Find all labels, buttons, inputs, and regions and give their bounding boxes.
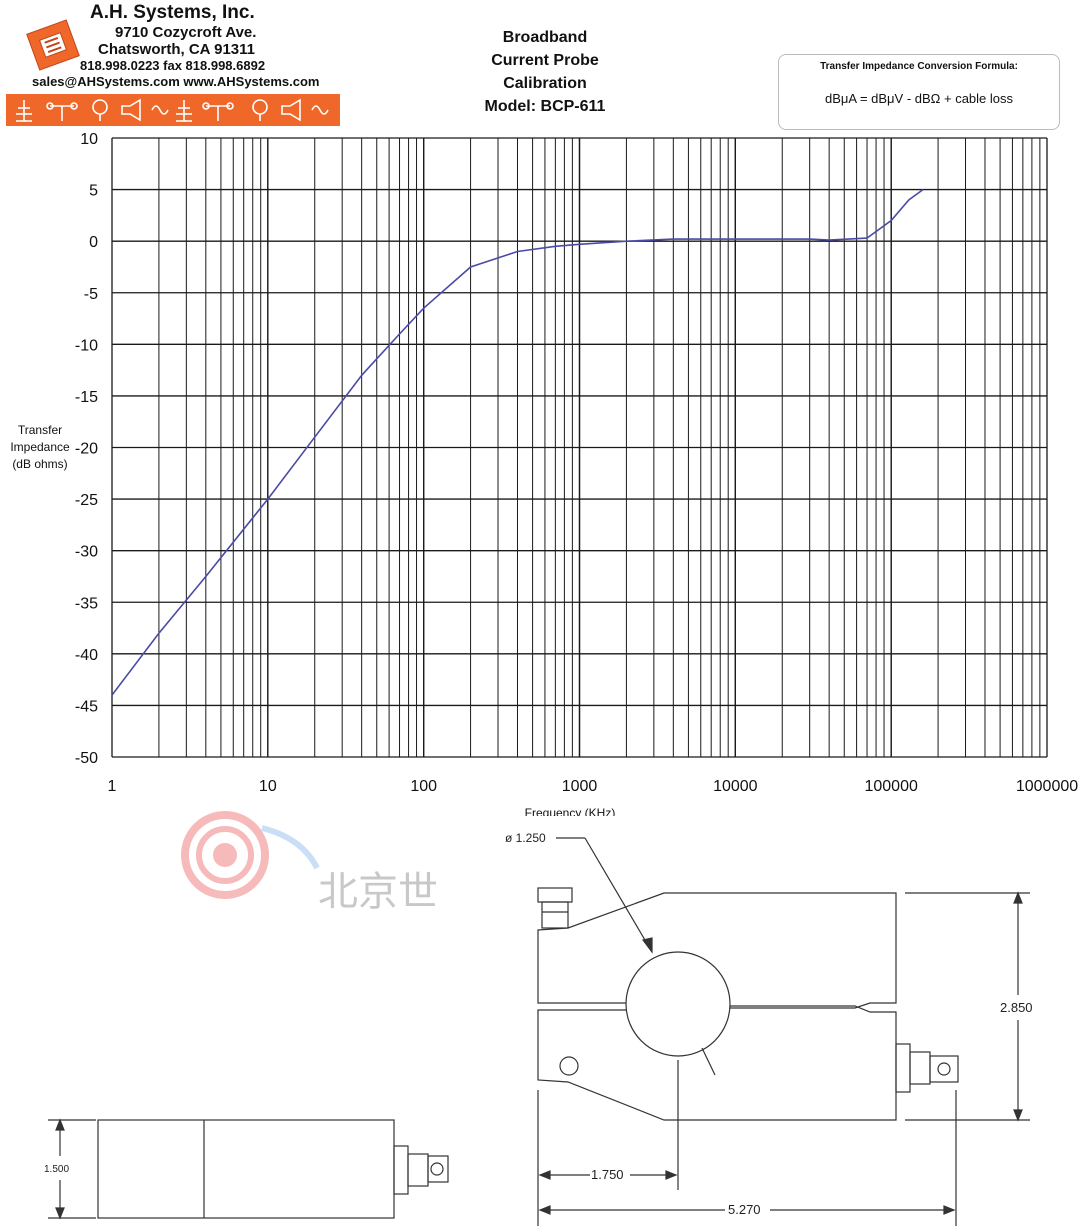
loop-antenna-icon	[92, 99, 108, 121]
series-line	[111, 188, 924, 696]
width-short-dim: 1.750	[591, 1167, 624, 1182]
probe-side-view	[97, 1119, 449, 1219]
company-name: A.H. Systems, Inc.	[90, 2, 255, 23]
arrowhead	[641, 937, 653, 954]
y-tick-label: -20	[75, 441, 98, 458]
loop-antenna-icon	[252, 99, 268, 121]
y-tick-label: -25	[75, 492, 98, 509]
probe-icon	[151, 105, 169, 115]
company-city: Chatsworth, CA 91311	[98, 41, 255, 58]
y-tick-label: -50	[75, 750, 98, 767]
y-tick-label: 5	[89, 183, 98, 200]
side-height-dim: 1.500	[44, 1164, 69, 1175]
horn-antenna-icon	[281, 98, 301, 122]
x-tick-label: 10000	[713, 778, 758, 795]
transfer-impedance-chart: 10 5 0 -5 -10 -15 -20 -25 -30 -35 -40 -45 -50 1 10 100 1…	[75, 131, 1078, 795]
company-logo-icon	[26, 19, 80, 71]
watermark-text: 北京世	[318, 869, 438, 915]
tower-antenna-icon	[176, 100, 192, 122]
y-axis-label: Transfer Impedance (dB ohms)	[10, 423, 70, 471]
y-tick-label: -40	[75, 647, 98, 664]
y-tick-label: 10	[80, 131, 98, 148]
top-connector	[537, 887, 573, 929]
company-header: A.H. Systems, Inc. 9710 Cozycroft Ave. C…	[10, 2, 340, 126]
y-tick-label: -5	[84, 286, 98, 303]
title-line: Broadband	[502, 29, 588, 46]
antenna-icons	[16, 98, 329, 122]
chart-title: Broadband Current Probe Calibration Mode…	[465, 26, 625, 118]
y-tick-label: -30	[75, 544, 98, 561]
y-tick-label: -35	[75, 595, 98, 612]
x-tick-label: 1	[108, 778, 117, 795]
company-phone-fax: 818.998.0223 fax 818.998.6892	[80, 58, 266, 73]
y-tick-label: -45	[75, 698, 98, 715]
probe-aperture	[625, 951, 731, 1057]
title-line: Current Probe	[491, 52, 599, 69]
horn-antenna-icon	[121, 98, 141, 122]
y-tick-label: -15	[75, 389, 98, 406]
formula-box: Transfer Impedance Conversion Formula: d…	[778, 54, 1060, 130]
x-tick-label: 1000	[562, 778, 598, 795]
watermark-logo-icon	[181, 811, 320, 899]
formula-title: Transfer Impedance Conversion Formula:	[820, 61, 1018, 72]
dipole-antenna-icon	[202, 102, 234, 121]
y-tick-label: 0	[89, 234, 98, 251]
x-tick-label: 100	[410, 778, 437, 795]
x-axis-label: Frequency (KHz)	[524, 806, 616, 816]
mounting-hole	[559, 1056, 579, 1076]
bnc-connector-right	[895, 1043, 959, 1093]
dipole-antenna-icon	[46, 102, 78, 121]
antenna-banner	[6, 94, 340, 126]
title-line: Calibration	[503, 75, 587, 92]
x-tick-label: 10	[259, 778, 277, 795]
height-dim: 2.850	[1000, 1000, 1033, 1015]
x-tick-label: 100000	[864, 778, 917, 795]
tower-antenna-icon	[16, 100, 32, 122]
y-tick-label: -10	[75, 337, 98, 354]
x-tick-label: 1000000	[1016, 778, 1078, 795]
probe-icon	[311, 105, 329, 115]
diameter-dim: ø 1.250	[505, 831, 546, 845]
company-web: sales@AHSystems.com www.AHSystems.com	[32, 74, 320, 89]
title-line: Model: BCP-611	[484, 98, 606, 115]
formula-text: dBμA = dBμV - dBΩ + cable loss	[824, 91, 1014, 106]
width-long-dim: 5.270	[728, 1202, 761, 1217]
company-address: 9710 Cozycroft Ave.	[115, 24, 257, 41]
